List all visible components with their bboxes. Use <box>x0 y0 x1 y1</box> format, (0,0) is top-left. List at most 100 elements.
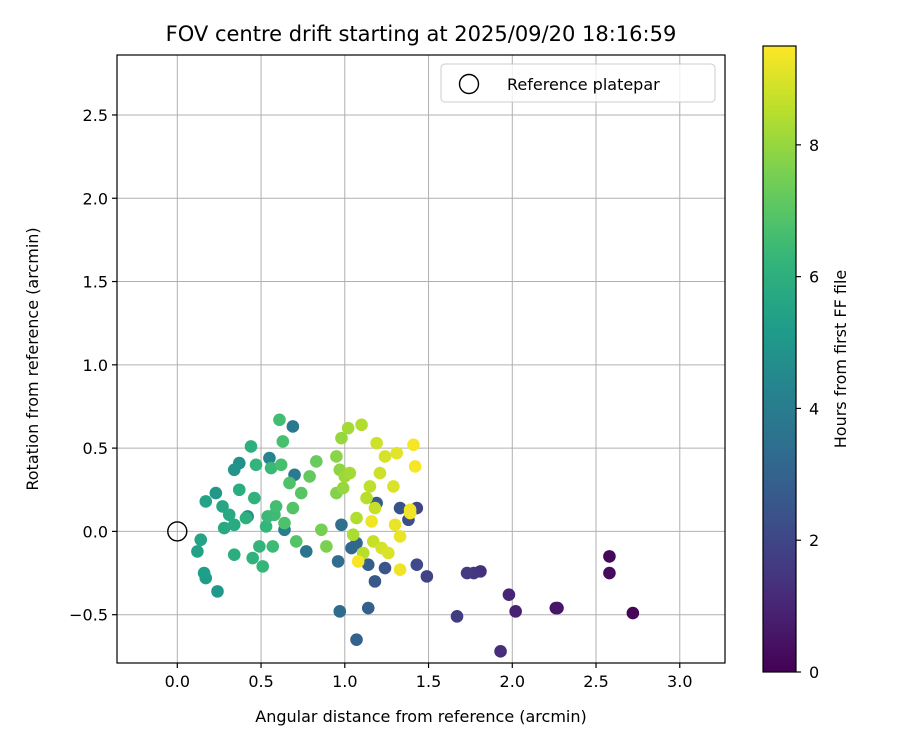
data-point <box>253 540 266 553</box>
data-point <box>289 535 303 548</box>
data-point <box>209 486 223 500</box>
grid-lines <box>117 55 725 663</box>
data-point <box>407 438 420 452</box>
x-tick-label: 0.0 <box>165 672 190 691</box>
data-point <box>227 548 241 562</box>
data-point <box>303 470 316 483</box>
data-point <box>278 516 291 530</box>
data-point <box>227 518 241 532</box>
y-tick-label: 1.5 <box>83 273 108 292</box>
y-tick-label: −0.5 <box>69 606 108 625</box>
data-point <box>259 520 273 533</box>
data-point <box>363 480 377 493</box>
data-point <box>330 450 343 463</box>
data-point <box>390 446 404 460</box>
data-point <box>333 605 347 618</box>
data-point <box>269 500 283 513</box>
data-point <box>346 528 360 542</box>
x-tick-label: 1.0 <box>332 672 357 691</box>
data-point <box>410 558 424 572</box>
data-point <box>244 440 258 453</box>
x-tick-label: 3.0 <box>667 672 692 691</box>
data-point <box>373 466 387 480</box>
data-point <box>286 420 300 433</box>
data-point <box>191 545 204 558</box>
data-point <box>343 466 357 480</box>
data-point <box>365 515 378 528</box>
data-point <box>194 533 208 547</box>
data-point <box>335 431 348 445</box>
data-point <box>197 566 211 580</box>
data-point <box>361 601 375 615</box>
legend-label: Reference platepar <box>507 75 660 94</box>
data-point <box>263 451 276 465</box>
data-point <box>393 501 407 515</box>
data-point <box>199 495 213 508</box>
y-tick-label: 1.0 <box>83 356 108 375</box>
data-point <box>603 566 616 580</box>
reference-platepar-group <box>167 521 188 542</box>
data-point <box>264 461 278 475</box>
colorbar: 0 2 4 6 8 Hours from first FF file <box>762 45 850 682</box>
data-point <box>378 450 392 463</box>
data-point <box>320 540 333 553</box>
data-point <box>408 460 422 473</box>
data-point <box>227 463 241 477</box>
colorbar-label: Hours from first FF file <box>831 270 850 449</box>
data-point <box>350 511 363 525</box>
colorbar-tick-label: 6 <box>809 268 819 287</box>
data-point <box>276 435 290 448</box>
data-point <box>336 481 350 495</box>
x-axis-label: Angular distance from reference (arcmin) <box>255 707 586 726</box>
data-point <box>368 575 382 588</box>
x-tick-label: 1.5 <box>416 672 441 691</box>
x-tick-label: 2.0 <box>500 672 525 691</box>
reference-platepar-marker <box>167 521 188 542</box>
data-point <box>360 491 373 505</box>
data-point <box>239 511 253 525</box>
data-point <box>626 606 640 620</box>
data-point <box>382 546 395 560</box>
y-tick-label: 0.5 <box>83 439 108 458</box>
data-point <box>266 540 280 553</box>
x-tick-label: 2.5 <box>583 672 608 691</box>
y-tick-label: 2.0 <box>83 189 108 208</box>
data-points <box>191 413 640 658</box>
y-axis-label: Rotation from reference (arcmin) <box>23 227 42 490</box>
data-point <box>283 476 296 490</box>
data-point <box>345 541 358 555</box>
data-point <box>331 555 345 568</box>
data-point <box>249 458 263 472</box>
data-point <box>370 436 383 450</box>
chart-title: FOV centre drift starting at 2025/09/20 … <box>166 22 677 46</box>
data-point <box>393 530 407 543</box>
legend: Reference platepar <box>440 63 716 103</box>
data-point <box>551 601 564 615</box>
data-point <box>387 480 400 493</box>
colorbar-tick-label: 4 <box>809 399 819 418</box>
data-point <box>509 605 522 618</box>
data-point <box>341 421 355 435</box>
data-point <box>388 518 402 532</box>
colorbar-gradient <box>763 46 796 672</box>
data-point <box>294 486 308 500</box>
colorbar-tick-label: 0 <box>809 663 819 682</box>
data-point <box>274 458 288 472</box>
data-point <box>273 413 286 427</box>
data-point <box>403 506 417 520</box>
x-axis-ticks: 0.0 0.5 1.0 1.5 2.0 2.5 3.0 <box>165 663 693 691</box>
data-point <box>335 518 348 532</box>
data-point <box>494 645 507 658</box>
data-point <box>603 550 616 563</box>
plot-frame <box>116 54 726 664</box>
x-tick-label: 0.5 <box>248 672 273 691</box>
data-point <box>315 523 328 537</box>
data-point <box>351 555 365 568</box>
data-point <box>450 610 464 623</box>
y-axis-ticks: −0.5 0.0 0.5 1.0 1.5 2.0 2.5 <box>69 106 117 625</box>
colorbar-frame <box>762 45 797 673</box>
data-point <box>222 508 236 522</box>
legend-reference-marker <box>458 73 480 95</box>
data-point <box>248 491 261 505</box>
